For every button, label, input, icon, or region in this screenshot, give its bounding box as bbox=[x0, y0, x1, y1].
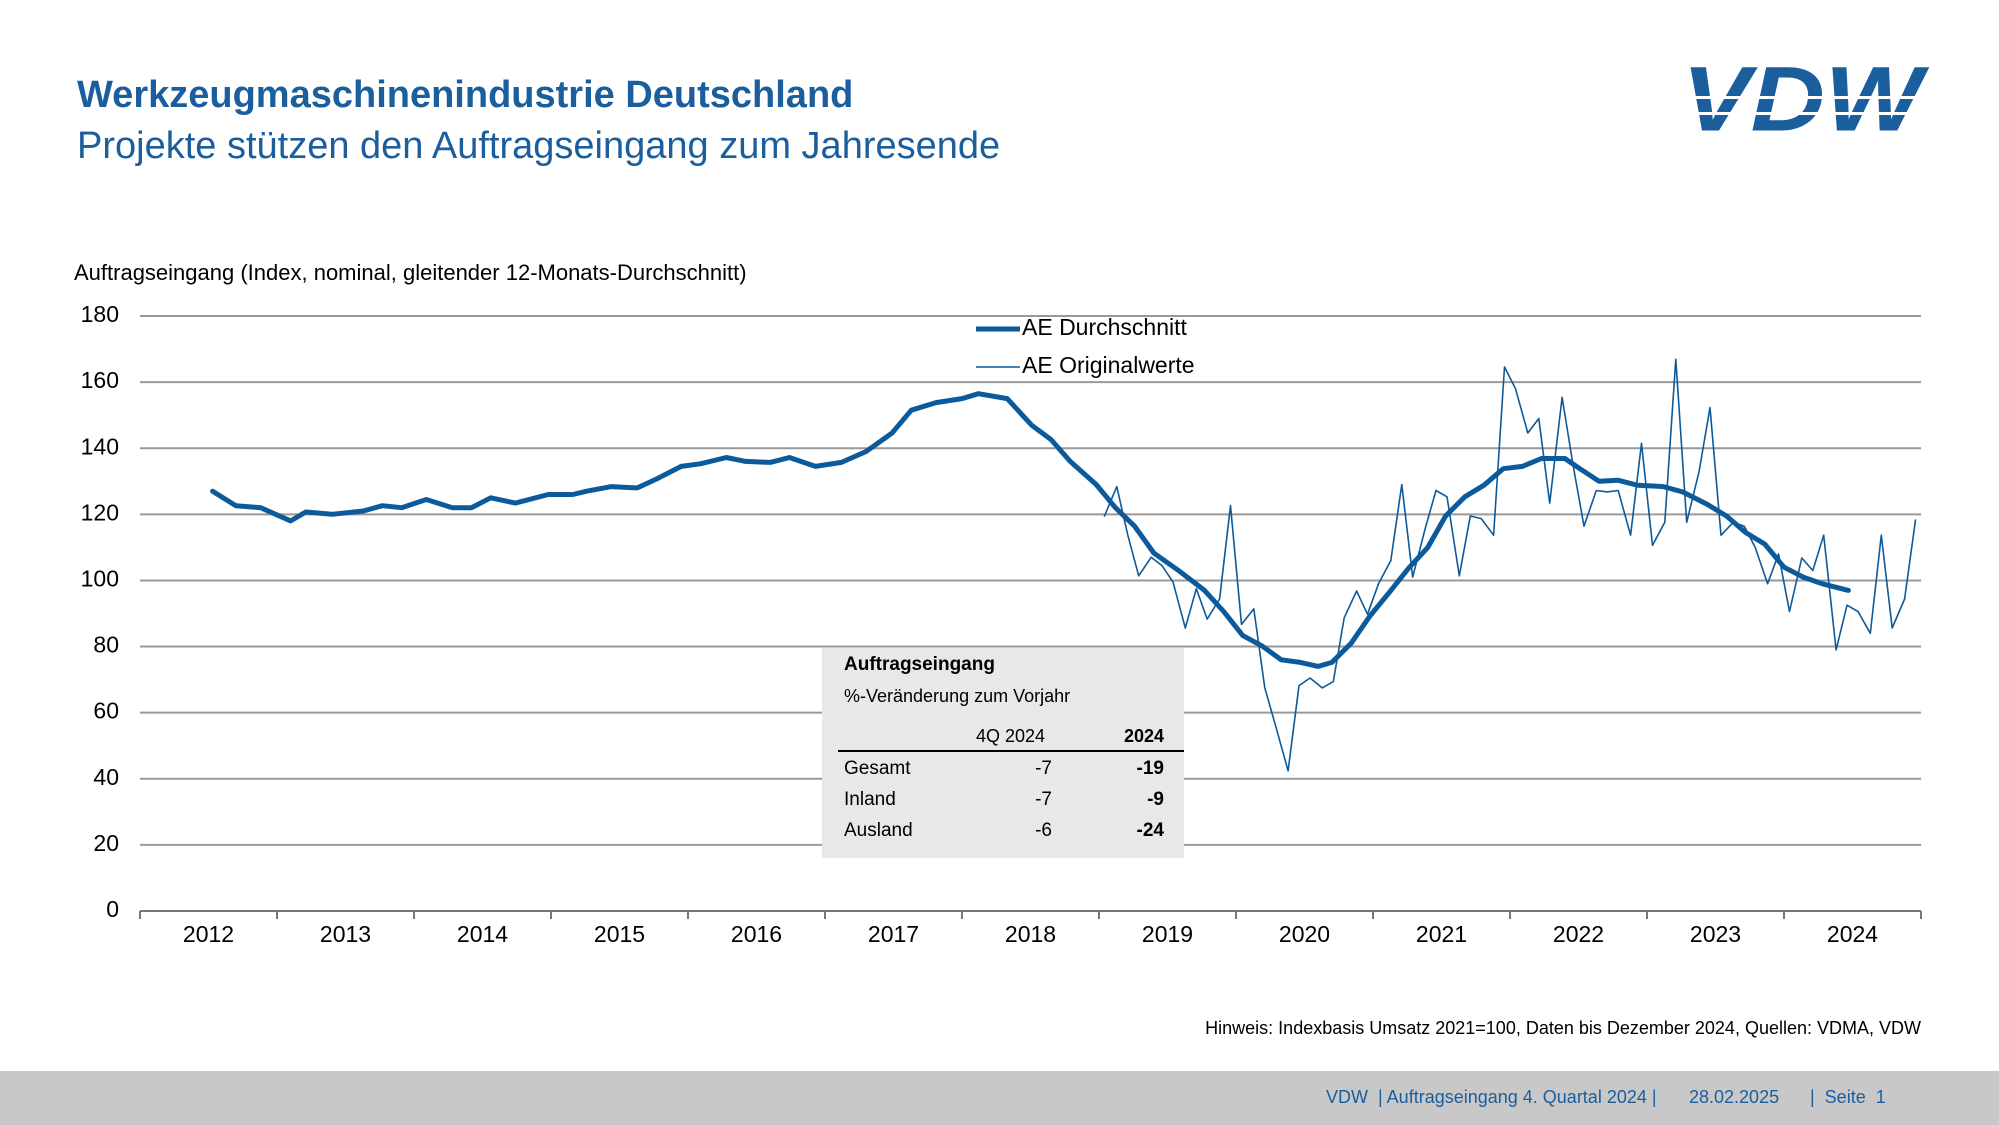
cell: -24 bbox=[1137, 820, 1165, 841]
title: Werkzeugmaschinenindustrie Deutschland bbox=[77, 74, 853, 116]
row-label: Ausland bbox=[844, 820, 913, 841]
subtitle: Projekte stützen den Auftragseingang zum… bbox=[77, 125, 1000, 167]
y-tick-label: 120 bbox=[81, 499, 119, 525]
y-tick-label: 20 bbox=[93, 830, 119, 856]
footer-page: | Seite 1 bbox=[1810, 1087, 1886, 1107]
note: Hinweis: Indexbasis Umsatz 2021=100, Dat… bbox=[1205, 1018, 1921, 1038]
column-header: 4Q 2024 bbox=[976, 726, 1045, 746]
footer-text: VDW | Auftragseingang 4. Quartal 2024 | bbox=[1326, 1087, 1657, 1107]
x-tick-label: 2017 bbox=[868, 921, 919, 947]
cell: -19 bbox=[1137, 758, 1164, 779]
y-tick-label: 100 bbox=[81, 566, 119, 592]
x-tick-label: 2023 bbox=[1690, 921, 1741, 947]
row-label: Inland bbox=[844, 789, 896, 810]
x-tick-label: 2014 bbox=[457, 921, 508, 947]
y-tick-label: 180 bbox=[81, 301, 119, 327]
x-tick-label: 2016 bbox=[731, 921, 782, 947]
logo-stripe bbox=[1670, 112, 1930, 115]
cell: -7 bbox=[1035, 789, 1052, 810]
y-tick-label: 40 bbox=[93, 764, 119, 790]
x-tick-label: 2024 bbox=[1827, 921, 1878, 947]
x-tick-label: 2015 bbox=[594, 921, 645, 947]
data-line bbox=[1103, 358, 1917, 772]
cell: -7 bbox=[1035, 758, 1052, 779]
x-tick-label: 2012 bbox=[183, 921, 234, 947]
column-header: 2024 bbox=[1124, 726, 1164, 746]
footer-band bbox=[0, 1071, 1999, 1125]
legend-label: AE Durchschnitt bbox=[1022, 314, 1188, 340]
footer-date: 28.02.2025 bbox=[1689, 1087, 1779, 1107]
x-tick-label: 2021 bbox=[1416, 921, 1467, 947]
legend-label: AE Originalwerte bbox=[1022, 352, 1195, 378]
table-subtitle: %-Veränderung zum Vorjahr bbox=[844, 686, 1070, 706]
table-title: Auftragseingang bbox=[844, 654, 995, 675]
x-tick-label: 2019 bbox=[1142, 921, 1193, 947]
x-tick-label: 2013 bbox=[320, 921, 371, 947]
logo-text: VDW bbox=[1682, 48, 1930, 150]
row-label: Gesamt bbox=[844, 758, 911, 779]
x-tick-label: 2022 bbox=[1553, 921, 1604, 947]
x-tick-label: 2020 bbox=[1279, 921, 1330, 947]
cell: -9 bbox=[1147, 789, 1164, 810]
summary-table: Auftragseingang %-Veränderung zum Vorjah… bbox=[822, 648, 1184, 858]
data-line bbox=[210, 391, 1851, 669]
logo-stripe bbox=[1670, 96, 1930, 99]
y-axis-label: Auftragseingang (Index, nominal, gleiten… bbox=[74, 260, 747, 285]
y-tick-label: 80 bbox=[93, 632, 119, 658]
x-tick-label: 2018 bbox=[1005, 921, 1056, 947]
cell: -6 bbox=[1035, 820, 1052, 841]
y-tick-label: 160 bbox=[81, 367, 119, 393]
y-tick-label: 140 bbox=[81, 433, 119, 459]
table-background bbox=[822, 648, 1184, 858]
y-tick-label: 60 bbox=[93, 698, 119, 724]
logo: VDW bbox=[1670, 48, 1930, 150]
y-tick-label: 0 bbox=[106, 896, 119, 922]
